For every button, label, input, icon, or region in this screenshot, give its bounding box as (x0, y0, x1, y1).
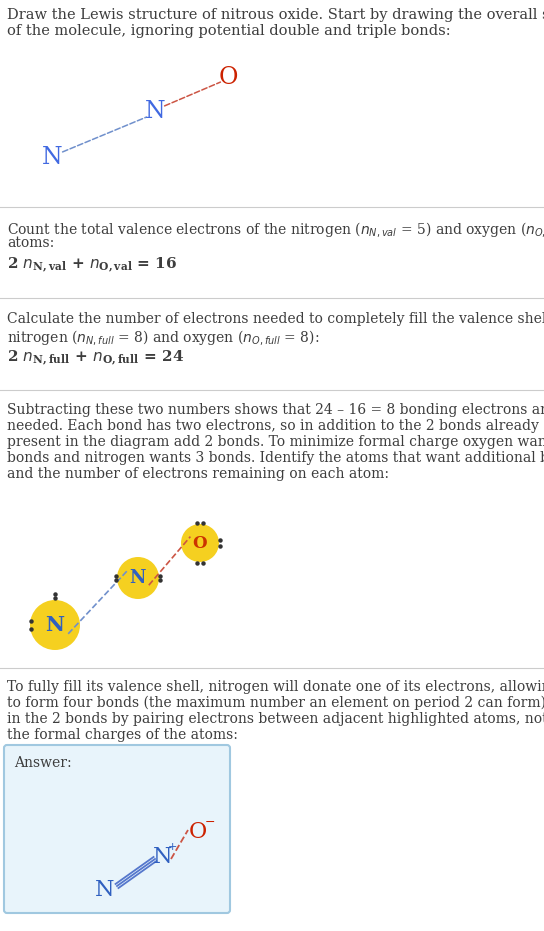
Text: 2 $n_{\mathregular{N,val}}$ + $n_{\mathregular{O,val}}$ = 16: 2 $n_{\mathregular{N,val}}$ + $n_{\mathr… (7, 255, 177, 274)
Text: nitrogen ($n_{N,full}$ = 8) and oxygen ($n_{O,full}$ = 8):: nitrogen ($n_{N,full}$ = 8) and oxygen (… (7, 328, 319, 347)
Text: O: O (193, 534, 207, 551)
Text: bonds and nitrogen wants 3 bonds. Identify the atoms that want additional bonds: bonds and nitrogen wants 3 bonds. Identi… (7, 451, 544, 465)
FancyBboxPatch shape (4, 745, 230, 913)
Text: O: O (218, 66, 238, 89)
Text: −: − (205, 816, 215, 829)
Text: needed. Each bond has two electrons, so in addition to the 2 bonds already: needed. Each bond has two electrons, so … (7, 419, 539, 433)
Text: N: N (95, 879, 115, 901)
Text: of the molecule, ignoring potential double and triple bonds:: of the molecule, ignoring potential doub… (7, 24, 450, 38)
Text: N: N (42, 146, 63, 169)
Text: N: N (145, 101, 165, 124)
Text: Subtracting these two numbers shows that 24 – 16 = 8 bonding electrons are: Subtracting these two numbers shows that… (7, 403, 544, 417)
Text: and the number of electrons remaining on each atom:: and the number of electrons remaining on… (7, 467, 389, 481)
Text: Draw the Lewis structure of nitrous oxide. Start by drawing the overall structur: Draw the Lewis structure of nitrous oxid… (7, 8, 544, 22)
Circle shape (30, 600, 80, 650)
Text: O: O (189, 821, 207, 843)
Text: the formal charges of the atoms:: the formal charges of the atoms: (7, 728, 238, 742)
Text: N: N (153, 846, 173, 868)
Text: atoms:: atoms: (7, 236, 54, 250)
Text: present in the diagram add 2 bonds. To minimize formal charge oxygen wants 2: present in the diagram add 2 bonds. To m… (7, 435, 544, 449)
Text: To fully fill its valence shell, nitrogen will donate one of its electrons, allo: To fully fill its valence shell, nitroge… (7, 680, 544, 694)
Text: 2 $n_{\mathregular{N,full}}$ + $n_{\mathregular{O,full}}$ = 24: 2 $n_{\mathregular{N,full}}$ + $n_{\math… (7, 348, 184, 367)
Text: in the 2 bonds by pairing electrons between adjacent highlighted atoms, noting: in the 2 bonds by pairing electrons betw… (7, 712, 544, 726)
Text: to form four bonds (the maximum number an element on period 2 can form). Fill: to form four bonds (the maximum number a… (7, 696, 544, 710)
Text: Answer:: Answer: (14, 756, 72, 770)
Circle shape (117, 557, 159, 599)
Text: +: + (168, 842, 177, 852)
Text: Count the total valence electrons of the nitrogen ($n_{N,val}$ = 5) and oxygen (: Count the total valence electrons of the… (7, 220, 544, 239)
Text: Calculate the number of electrons needed to completely fill the valence shells f: Calculate the number of electrons needed… (7, 312, 544, 326)
Text: N: N (46, 615, 65, 635)
Text: N: N (130, 569, 146, 587)
Circle shape (181, 524, 219, 562)
